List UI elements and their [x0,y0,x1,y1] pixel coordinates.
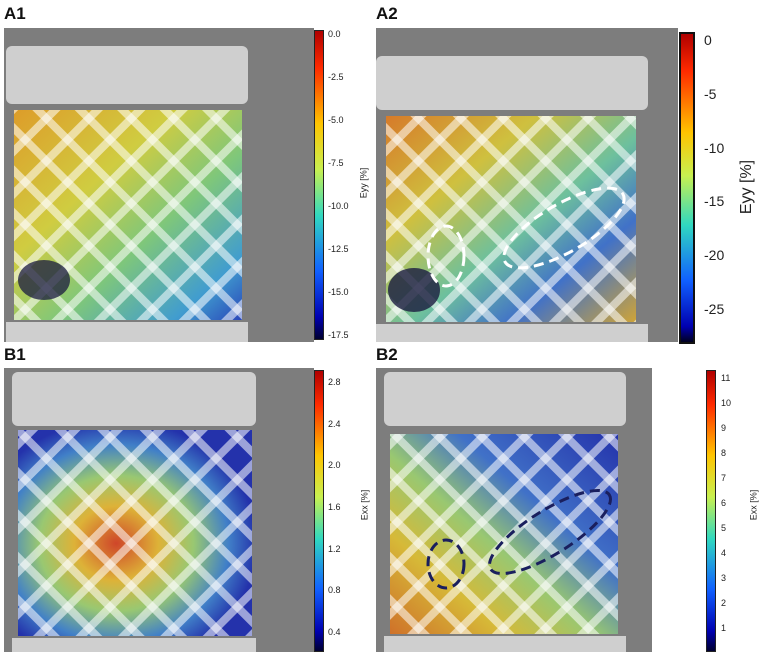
colorbar-b2 [706,370,716,652]
colorbar-b1 [314,370,324,652]
strain-map-a1 [4,28,314,342]
colorbar-tick-label: 1 [721,623,727,633]
panel-label-b2: B2 [376,345,398,364]
colorbar-tick-label: 2.0 [328,460,341,471]
annotation-ellipse-large [502,186,626,270]
colorbar-a1-gradient [315,31,323,339]
colorbar-b1-title: Exx [%] [359,489,370,521]
colorbar-tick-label: 2.4 [328,418,341,429]
colorbar-b2-title: Exx [%] [748,489,759,521]
annotation-ellipse-small-navy [426,538,466,590]
colorbar-a2-title: Eyy [%] [738,159,756,215]
strain-map-b2-graphic [376,368,652,652]
colorbar-b2-gradient [707,371,715,651]
colorbar-tick-label: 2 [721,598,727,608]
colorbar-tick-label: -7.5 [328,158,344,168]
colorbar-tick-label: 1.6 [328,502,341,512]
colorbar-tick-label: -5 [704,85,717,102]
strain-map-a2-graphic [376,28,678,342]
colorbar-tick-label: 9 [721,423,727,433]
colorbar-tick-label: 5 [721,523,727,533]
strain-map-a2 [376,28,678,342]
colorbar-tick-label: -5.0 [328,115,344,125]
colorbar-tick-label: 7 [721,473,727,483]
colorbar-tick-label: 0.8 [328,585,341,596]
colorbar-a2-gradient [681,34,693,342]
colorbar-tick-label: -20 [704,247,725,264]
colorbar-tick-label: 4 [721,548,727,558]
colorbar-b1-gradient [315,371,323,651]
colorbar-tick-label: 8 [721,448,727,458]
colorbar-tick-label: 10 [721,398,732,408]
colorbar-tick-label: -25 [704,301,725,317]
colorbar-tick-label: 6 [721,498,727,508]
colorbar-tick-label: -12.5 [328,244,349,254]
strain-map-a1-graphic [4,28,314,342]
strain-map-b2 [376,368,652,652]
colorbar-tick-label: 0.4 [328,627,341,637]
colorbar-tick-label: -15.0 [328,287,349,297]
colorbar-tick-label: 0.0 [328,29,341,39]
panel-label-b1: B1 [4,345,26,364]
strain-map-b1 [4,368,314,652]
colorbar-tick-label: -10.0 [328,201,349,211]
annotation-ellipse-small [426,224,466,288]
strain-map-b1-graphic [4,368,314,652]
colorbar-tick-label: 0 [704,32,712,48]
annotation-ellipse-large-navy [488,488,612,576]
colorbar-tick-label: -10 [704,139,725,156]
colorbar-tick-label: 2.8 [328,377,341,387]
colorbar-a1-title: Eyy [%] [358,167,369,199]
colorbar-a1 [314,30,324,340]
colorbar-tick-label: 11 [721,373,731,383]
colorbar-tick-label: 1.2 [328,543,341,554]
panel-label-a1: A1 [4,4,26,23]
colorbar-a2 [679,32,695,344]
colorbar-tick-label: -15 [704,193,725,210]
panel-label-a2: A2 [376,4,398,23]
colorbar-tick-label: -17.5 [328,330,349,340]
colorbar-tick-label: -2.5 [328,72,344,82]
colorbar-tick-label: 3 [721,573,727,583]
